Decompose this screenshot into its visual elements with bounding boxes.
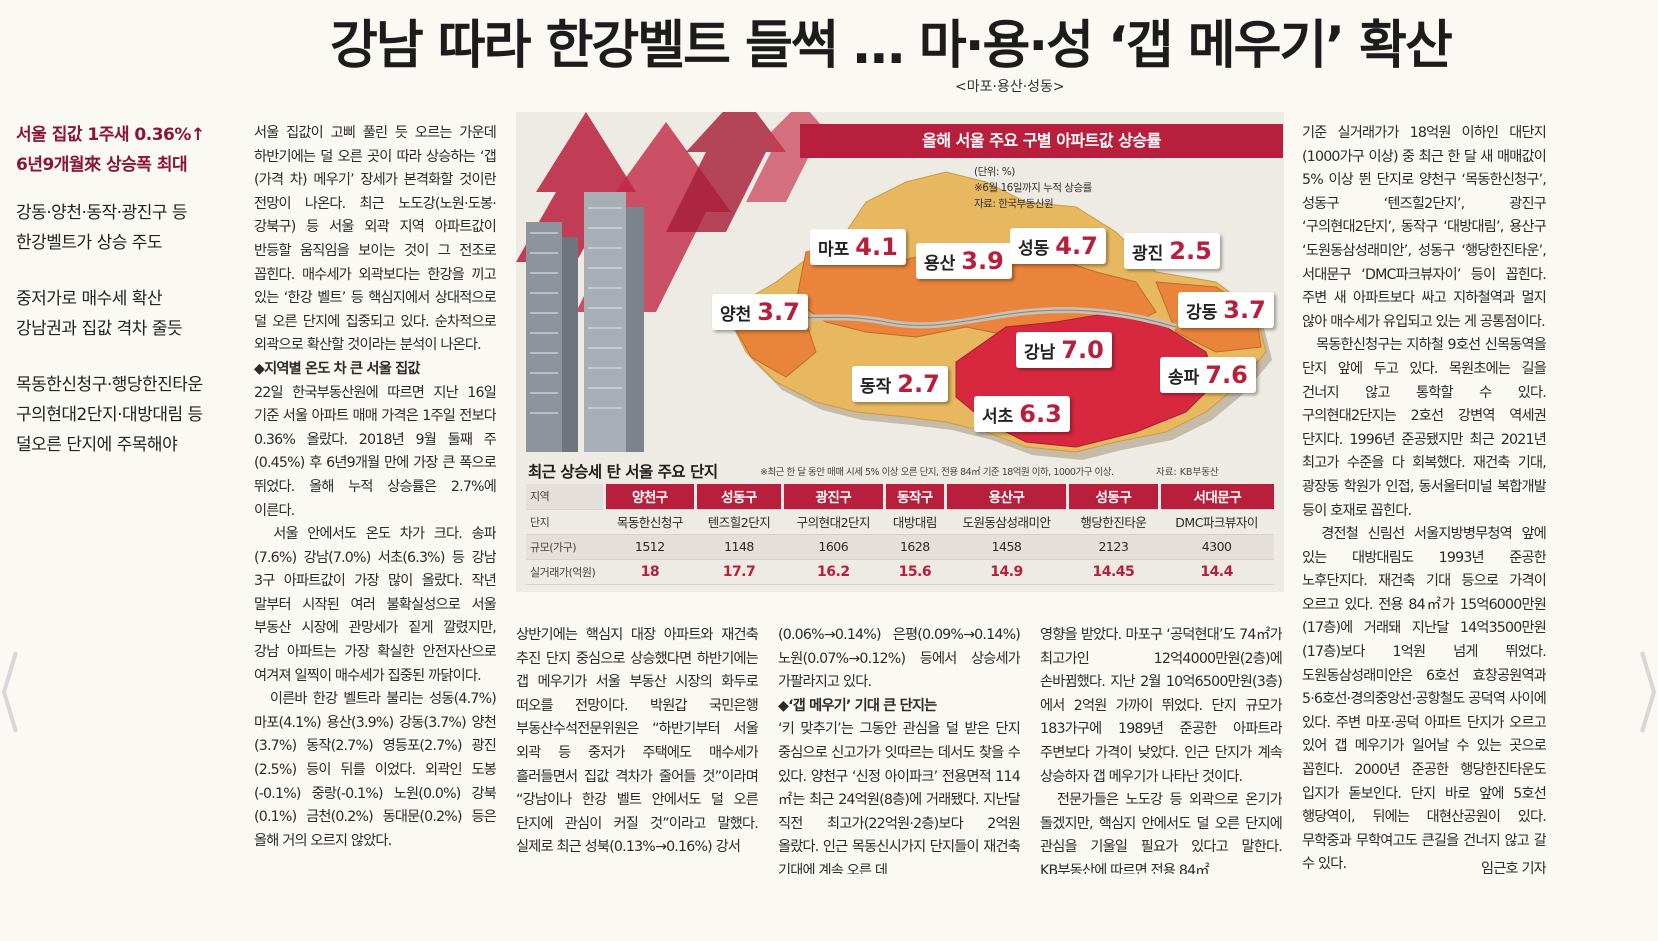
- district-label-mapo: 마포 4.1: [810, 229, 906, 265]
- district-label-yangcheon: 양천 3.7: [712, 294, 808, 330]
- summary-point-2: 중저가로 매수세 확산 강남권과 집값 격차 줄듯: [16, 289, 183, 339]
- table-row: 실거래가(억원) 18 17.7 16.2 15.6 14.9 14.45 14.4: [526, 559, 1274, 585]
- article-column-1: 서울 집값이 고삐 풀린 듯 오르는 가운데 하반기에는 덜 오른 곳이 따라 …: [254, 125, 496, 849]
- subhead: <마포·용산·성동>: [955, 79, 1065, 95]
- district-label-yongsan: 용산 3.9: [916, 243, 1012, 279]
- district-label-gangdong: 강동 3.7: [1178, 292, 1274, 328]
- article-column-2: 상반기에는 핵심지 대장 아파트와 재건축 추진 단지 중심으로 상승했다면 하…: [516, 627, 758, 856]
- prev-page-arrow-icon[interactable]: [0, 642, 20, 742]
- table-note: ※최근 한 달 동안 매매 시세 5% 이상 오른 단지, 전용 84㎡ 기준 …: [760, 467, 1114, 478]
- headline: 강남 따라 한강벨트 들썩 … 마·용·성 ‘갭 메우기’ 확산: [330, 16, 1453, 76]
- lead-summary: 서울 집값 1주새 0.36%↑ 6년9개월來 상승폭 최대: [16, 125, 205, 175]
- article-column-right: 기준 실거래가가 18억원 이하인 대단지(1000가구 이상) 중 최근 한 …: [1302, 122, 1546, 882]
- district-label-gangnam: 강남 7.0: [1016, 332, 1112, 368]
- article-column-4: 영향을 받았다. 마포구 ‘공덕현대’도 74㎡가 최고가인 12억4000만원…: [1040, 627, 1282, 874]
- summary-point-1: 강동·양천·동작·광진구 등 한강벨트가 상승 주도: [16, 203, 188, 253]
- district-label-seocho: 서초 6.3: [974, 396, 1070, 432]
- table-row: 규모(가구) 1512 1148 1606 1628 1458 2123 4300: [526, 534, 1274, 560]
- summary-point-3: 목동한신청구·행당한진타운 구의현대2단지·대방대림 등 덜오른 단지에 주목해야: [16, 375, 203, 455]
- table-row: 지역 양천구 성동구 광진구 동작구 용산구 성동구 서대문구: [526, 484, 1274, 510]
- map-unit-note: (단위: %) ※6월 16일까지 누적 상승률 자료: 한국부동산원: [974, 166, 1092, 210]
- district-label-dongjak: 동작 2.7: [852, 366, 948, 402]
- complex-table: 지역 양천구 성동구 광진구 동작구 용산구 성동구 서대문구 단지 목동한신청구 텐즈힐2단…: [526, 484, 1274, 585]
- infographic: 올해 서울 주요 구별 아파트값 상승률 (단위: %) ※6월 16일까지 누…: [516, 112, 1284, 592]
- table-source: 자료: KB부동산: [1156, 467, 1219, 478]
- map-title: 올해 서울 주요 구별 아파트값 상승률: [800, 124, 1283, 158]
- district-label-gwangjin: 광진 2.5: [1124, 233, 1220, 269]
- article-column-3: (0.06%→0.14%) 은평(0.09%→0.14%) 노원(0.07%→0…: [778, 627, 1020, 874]
- table-row: 단지 목동한신청구 텐즈힐2단지 구의현대2단지 대방대림 도원동삼성래미안 행당한진타운…: [526, 509, 1274, 535]
- district-label-seongdong: 성동 4.7: [1010, 228, 1106, 264]
- side-summary: 서울 집값 1주새 0.36%↑ 6년9개월來 상승폭 최대 강동·양천·동작·…: [16, 120, 244, 486]
- district-label-songpa: 송파 7.6: [1160, 357, 1256, 393]
- byline: 임근호 기자: [1475, 858, 1546, 882]
- table-title: 최근 상승세 탄 서울 주요 단지: [528, 463, 718, 481]
- next-page-arrow-icon[interactable]: [1638, 642, 1658, 742]
